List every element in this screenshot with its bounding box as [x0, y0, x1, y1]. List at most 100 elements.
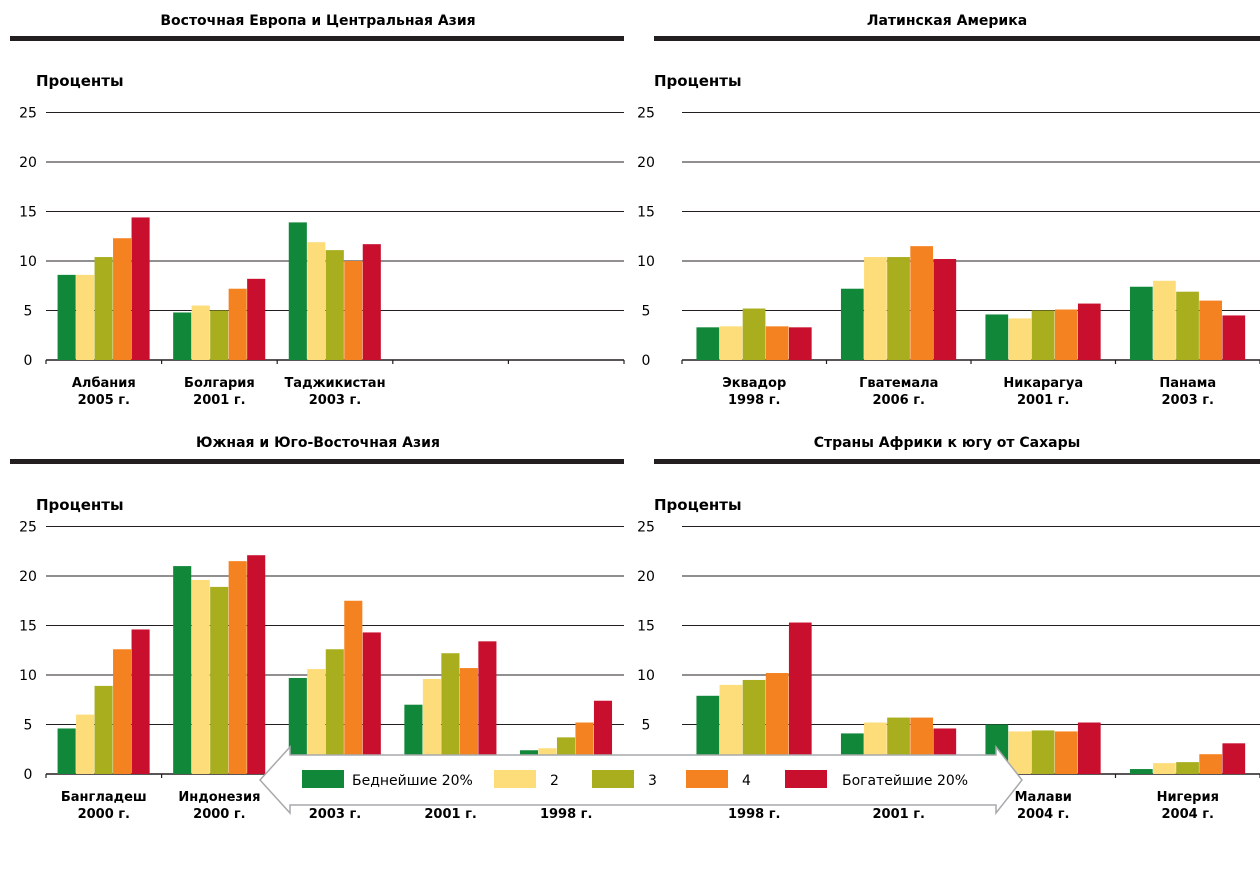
y-tick-label: 5 — [24, 718, 33, 734]
bar — [191, 305, 210, 360]
bar — [910, 246, 934, 360]
bar — [1054, 731, 1078, 774]
y-tick-label: 20 — [637, 155, 655, 171]
bar — [76, 714, 95, 774]
legend-swatch-2 — [494, 770, 536, 788]
category-label: Албания — [72, 376, 136, 391]
legend-swatch-richest — [785, 770, 827, 788]
chart-title: Страны Африки к югу от Сахары — [814, 435, 1081, 451]
bar — [94, 257, 113, 360]
bar — [344, 261, 363, 360]
bar — [113, 238, 132, 360]
bar — [362, 632, 381, 774]
category-year-label: 2001 г. — [1017, 393, 1069, 408]
bar — [1031, 310, 1055, 360]
bar — [422, 678, 441, 774]
bar — [719, 326, 743, 360]
bar — [173, 312, 192, 360]
bar — [933, 259, 957, 360]
y-tick-label: 5 — [642, 304, 651, 320]
legend-label-2: 2 — [550, 773, 559, 789]
legend-label-3: 3 — [648, 773, 657, 789]
bar — [1222, 743, 1246, 774]
category-year-label: 1998 г. — [728, 393, 780, 408]
legend: Беднейшие 20% 2 3 4 Богатейшие 20% — [258, 744, 1028, 816]
bar — [1153, 763, 1176, 774]
bar — [1199, 754, 1223, 774]
y-tick-label: 10 — [19, 668, 37, 684]
bar — [788, 622, 812, 774]
legend-double-arrow — [258, 744, 1023, 816]
y-tick-label: 25 — [637, 106, 655, 122]
bar — [1129, 769, 1153, 774]
y-tick-label: 0 — [24, 353, 33, 369]
category-year-label: 2000 г. — [193, 807, 245, 822]
category-year-label: 1998 г. — [728, 807, 780, 822]
y-tick-label: 20 — [19, 569, 37, 585]
bar — [1129, 286, 1153, 360]
bar — [441, 653, 460, 774]
y-tick-label: 25 — [19, 106, 37, 122]
bar — [210, 310, 229, 360]
chart-panel-eastern-europe: Восточная Европа и Центральная Азия Проц… — [0, 0, 630, 420]
bar — [459, 668, 478, 774]
category-year-label: 2003 г. — [309, 393, 361, 408]
bar — [247, 278, 266, 360]
y-tick-label: 0 — [24, 767, 33, 783]
bar — [864, 257, 887, 360]
y-tick-label: 5 — [24, 304, 33, 320]
category-year-label: 2001 г. — [424, 807, 476, 822]
bar — [247, 555, 266, 774]
y-axis-label: Проценты — [36, 72, 124, 90]
bar — [742, 308, 766, 360]
title-rule — [654, 36, 1260, 41]
title-rule — [10, 459, 624, 464]
category-label: Таджикистан — [284, 376, 385, 391]
bar — [288, 222, 307, 360]
chart-title: Южная и Юго-Восточная Азия — [196, 435, 440, 451]
bar — [131, 217, 150, 360]
bar — [1031, 730, 1055, 774]
category-label: Панама — [1159, 376, 1216, 391]
category-year-label: 2000 г. — [78, 807, 130, 822]
legend-label-4: 4 — [742, 773, 751, 789]
bar — [307, 242, 326, 360]
bar — [478, 641, 497, 774]
chart-panel-latin-america: Латинская Америка Проценты 0 5 10 15 20 25 Экв… — [630, 0, 1260, 420]
category-year-label: 2004 г. — [1162, 807, 1214, 822]
title-rule — [10, 36, 624, 41]
y-tick-label: 10 — [19, 254, 37, 270]
y-tick-label: 15 — [19, 619, 37, 635]
chart-title: Восточная Европа и Центральная Азия — [160, 13, 475, 29]
y-tick-label: 15 — [637, 205, 655, 221]
bar — [228, 561, 247, 774]
category-year-label: 2003 г. — [309, 807, 361, 822]
bar — [57, 728, 76, 774]
legend-label-poorest: Беднейшие 20% — [352, 773, 473, 789]
category-label: Гватемала — [859, 376, 938, 391]
category-label: Никарагуа — [1003, 376, 1083, 391]
bar — [1176, 762, 1199, 774]
bar — [788, 327, 812, 360]
category-label: Бангладеш — [61, 790, 147, 805]
category-year-label: 2006 г. — [873, 393, 925, 408]
y-axis-label: Проценты — [654, 72, 742, 90]
bar — [696, 327, 720, 360]
y-tick-label: 20 — [637, 569, 655, 585]
category-year-label: 2001 г. — [873, 807, 925, 822]
category-year-label: 1998 г. — [540, 807, 592, 822]
category-year-label: 2003 г. — [1162, 393, 1214, 408]
bar — [887, 257, 910, 360]
bar — [1008, 318, 1032, 360]
bar — [307, 669, 326, 774]
category-label: Болгария — [184, 376, 255, 391]
bar — [1077, 303, 1101, 360]
bar — [131, 629, 150, 774]
category-label: Малави — [1015, 790, 1072, 805]
bar — [765, 673, 789, 774]
category-year-label: 2005 г. — [78, 393, 130, 408]
bar — [344, 600, 363, 774]
legend-swatch-4 — [686, 770, 728, 788]
y-tick-label: 20 — [19, 155, 37, 171]
bar — [719, 684, 743, 774]
